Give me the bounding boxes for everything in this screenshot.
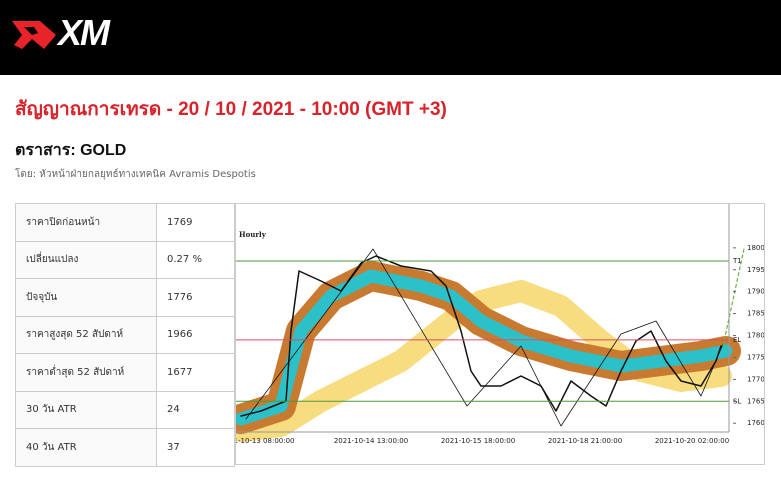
row-value: 1776 <box>156 278 235 317</box>
y-tick-label: 1780 <box>747 332 765 340</box>
table-row: 40 วัน ATR 37 <box>15 428 235 467</box>
row-value: 1677 <box>156 353 235 392</box>
row-label: ราคาต่ำสุด 52 สัปดาห์ <box>15 353 157 392</box>
logo-icon <box>12 21 56 49</box>
instrument: ตราสาร: GOLD <box>15 142 127 159</box>
table-row: เปลี่ยนแปลง 0.27 % <box>15 240 235 279</box>
level-label: T1 <box>732 257 742 265</box>
top-bar: XM <box>0 0 781 75</box>
y-tick-label: 1760 <box>747 419 765 427</box>
chart: Hourly 1760 1765 1770 1775 1780 1785 1790 1795 18… <box>235 203 765 465</box>
author: โดย: หัวหน้าฝ่ายกลยุทธ์ทางเทคนิค Avramis… <box>15 169 256 180</box>
y-tick-label: 1775 <box>747 353 765 361</box>
row-value: 37 <box>156 428 235 467</box>
table-row: ราคาปิดก่อนหน้า 1769 <box>15 203 235 242</box>
row-label: ราคาสูงสุด 52 สัปดาห์ <box>15 315 157 354</box>
y-tick-label: 1785 <box>747 310 765 318</box>
row-value: 1769 <box>156 203 235 242</box>
title: สัญญาณการเทรด - 20 / 10 / 2021 - 10:00 (… <box>15 99 447 120</box>
y-tick-label: 1790 <box>747 288 765 296</box>
level-label: EL <box>733 336 741 344</box>
x-tick-label: 2021-10-14 13:00:00 <box>334 437 408 445</box>
y-tick-label: 1800 <box>747 244 765 252</box>
row-value: 1966 <box>156 315 235 354</box>
row-label: 40 วัน ATR <box>15 428 157 467</box>
y-tick-label: 1795 <box>747 266 765 274</box>
table-row: 30 วัน ATR 24 <box>15 390 235 429</box>
row-label: 30 วัน ATR <box>15 390 157 429</box>
x-tick-label: 1-10-13 08:00:00 <box>235 437 294 445</box>
y-tick-label: 1765 <box>747 397 765 405</box>
x-tick-label: 2021-10-15 18:00:00 <box>441 437 515 445</box>
logo: XM <box>58 12 110 53</box>
row-label: ปัจจุบัน <box>15 278 157 317</box>
table-row: ราคาสูงสุด 52 สัปดาห์ 1966 <box>15 315 235 354</box>
row-label: เปลี่ยนแปลง <box>15 240 157 279</box>
row-label: ราคาปิดก่อนหน้า <box>15 203 157 242</box>
level-label: SL <box>733 397 741 405</box>
y-tick-label: 1770 <box>747 375 765 383</box>
timeframe: Hourly <box>239 230 267 239</box>
row-value: 24 <box>156 390 235 429</box>
table-row: ราคาต่ำสุด 52 สัปดาห์ 1677 <box>15 353 235 392</box>
x-tick-label: 2021-10-18 21:00:00 <box>548 437 622 445</box>
table-row: ปัจจุบัน 1776 <box>15 278 235 317</box>
row-value: 0.27 % <box>156 240 235 279</box>
info-table: ราคาปิดก่อนหน้า 1769 เปลี่ยนแปลง 0.27 % ปัจจ… <box>15 203 235 467</box>
x-tick-label: 2021-10-20 02:00:00 <box>655 437 729 445</box>
